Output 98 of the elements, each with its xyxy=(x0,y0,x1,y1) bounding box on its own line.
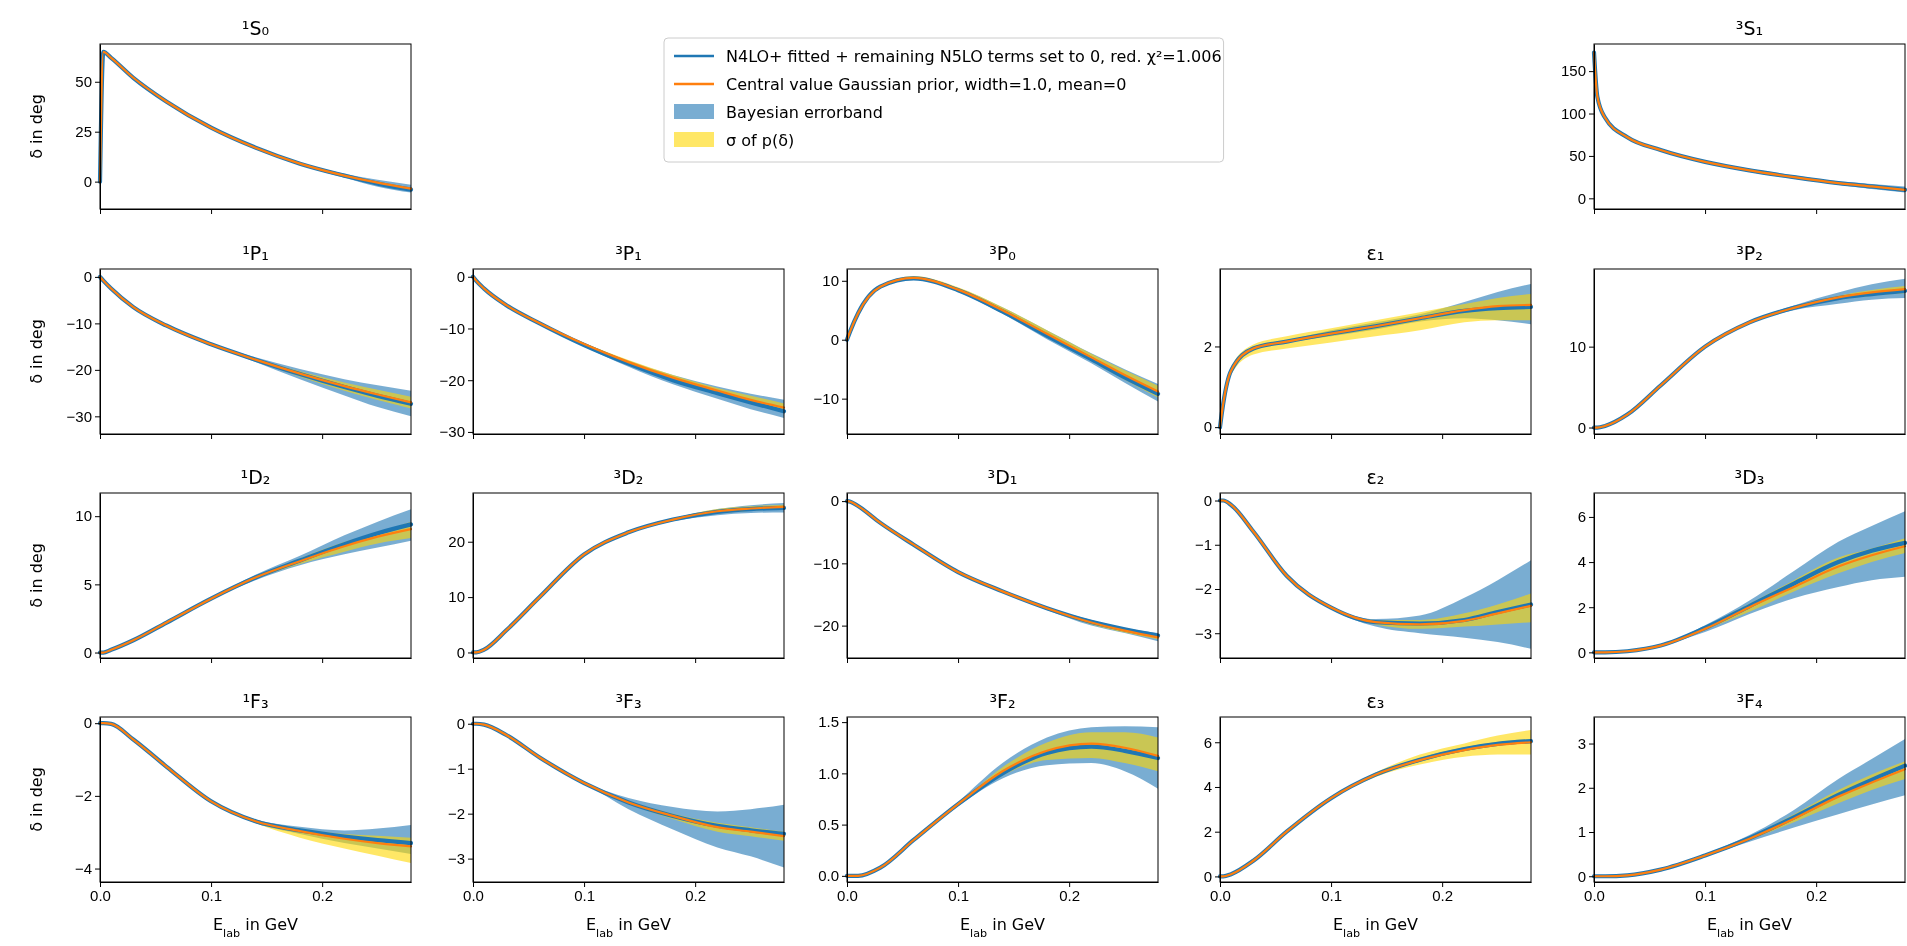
y-tick-label: 10 xyxy=(822,272,839,290)
y-tick-label: −2 xyxy=(1194,580,1212,598)
chart-title: ε₂ xyxy=(1366,466,1385,488)
y-tick-label: 6 xyxy=(1203,733,1212,751)
y-tick-label: 0 xyxy=(456,268,465,286)
y-tick-label: −3 xyxy=(447,849,465,867)
y-tick-label: −30 xyxy=(66,407,92,425)
y-tick-label: −20 xyxy=(66,361,92,379)
y-tick-label: 0 xyxy=(83,714,92,732)
y-tick-label: 50 xyxy=(1569,147,1586,165)
y-tick-label: −20 xyxy=(813,616,839,634)
x-tick-label: 0.2 xyxy=(685,886,707,904)
x-tick-label: 0.1 xyxy=(1695,886,1716,904)
y-tick-label: 100 xyxy=(1560,104,1586,122)
text: σ of p(δ) xyxy=(726,131,795,150)
y-tick-label: −20 xyxy=(439,371,465,389)
y-tick-label: 0 xyxy=(83,268,92,286)
x-axis-title: E$_{lab}$ in GeV xyxy=(1706,915,1793,940)
chart-title: ¹F₃ xyxy=(242,690,269,712)
chart-title: ³F₂ xyxy=(989,690,1016,712)
y-tick-label: 150 xyxy=(1560,62,1586,80)
y-tick-label: 10 xyxy=(75,507,92,525)
y-tick-label: 0 xyxy=(1203,418,1212,436)
x-tick-label: 0.1 xyxy=(574,886,595,904)
y-tick-label: 0 xyxy=(83,643,92,661)
y-tick-label: 10 xyxy=(448,588,465,606)
x-axis-title: E$_{lab}$ in GeV xyxy=(212,915,299,940)
y-tick-label: 6 xyxy=(1577,508,1586,526)
y-tick-label: 1 xyxy=(1577,823,1586,841)
x-tick-label: 0.1 xyxy=(1321,886,1342,904)
y-tick-label: 0 xyxy=(1577,643,1586,661)
y-tick-label: 0 xyxy=(830,331,839,349)
y-tick-label: 0 xyxy=(83,172,92,190)
y-tick-label: 0 xyxy=(1577,867,1586,885)
y-tick-label: 0 xyxy=(1203,491,1212,509)
y-tick-label: 20 xyxy=(448,533,465,551)
x-tick-label: 0.2 xyxy=(1806,886,1828,904)
y-axis-title: δ in deg xyxy=(27,543,46,608)
legend-label: Central value Gaussian prior, width=1.0, mean=0 xyxy=(726,75,1127,94)
x-axis-title: E$_{lab}$ in GeV xyxy=(585,915,672,940)
y-tick-label: −2 xyxy=(74,787,92,805)
y-tick-label: −4 xyxy=(74,859,92,877)
y-tick-label: −10 xyxy=(66,314,92,332)
x-tick-label: 0.2 xyxy=(1432,886,1454,904)
y-tick-label: 0 xyxy=(1577,189,1586,207)
y-tick-label: 25 xyxy=(75,122,92,140)
legend-label: N4LO+ fitted + remaining N5LO terms set to 0, red. χ²=1.006 xyxy=(726,47,1222,66)
chart-title: ³P₁ xyxy=(615,242,642,264)
chart-title: ³D₁ xyxy=(987,466,1018,488)
x-tick-label: 0.2 xyxy=(1059,886,1081,904)
y-tick-label: 2 xyxy=(1577,598,1586,616)
y-axis-title: δ in deg xyxy=(27,767,46,832)
chart-title: ¹P₁ xyxy=(242,242,269,264)
y-axis-title: δ in deg xyxy=(27,319,46,384)
y-tick-label: 1.5 xyxy=(818,713,839,731)
y-tick-label: 5 xyxy=(83,575,92,593)
y-tick-label: −1 xyxy=(447,760,465,777)
chart-title: ³F₄ xyxy=(1736,690,1763,712)
y-tick-label: 2 xyxy=(1203,337,1212,355)
y-tick-label: −3 xyxy=(1194,624,1212,642)
x-axis-title: E$_{lab}$ in GeV xyxy=(959,915,1046,940)
y-tick-label: −10 xyxy=(439,319,465,337)
y-tick-label: 0.5 xyxy=(818,815,839,833)
y-tick-label: 0 xyxy=(830,492,839,510)
chart-title: ¹D₂ xyxy=(240,466,271,488)
chart-title: ¹S₀ xyxy=(241,17,270,39)
y-tick-label: −10 xyxy=(813,554,839,572)
chart-title: ³P₂ xyxy=(1736,242,1763,264)
y-tick-label: 4 xyxy=(1203,778,1212,796)
chart-title: ³P₀ xyxy=(989,242,1016,264)
chart-title: ³D₃ xyxy=(1734,466,1765,488)
y-tick-label: 3 xyxy=(1577,734,1586,752)
y-tick-label: 50 xyxy=(75,73,92,91)
y-tick-label: 0 xyxy=(1203,867,1212,885)
y-tick-label: −1 xyxy=(1194,536,1212,554)
chart-title: ³D₂ xyxy=(613,466,644,488)
y-tick-label: −2 xyxy=(447,804,465,822)
x-tick-label: 0.1 xyxy=(201,886,222,904)
y-tick-label: 2 xyxy=(1577,779,1586,797)
chart-title: ε₃ xyxy=(1366,690,1385,712)
text: Bayesian errorband xyxy=(726,103,883,122)
y-tick-label: 10 xyxy=(1569,337,1586,355)
x-axis-title: E$_{lab}$ in GeV xyxy=(1332,915,1419,940)
chart-title: ³F₃ xyxy=(615,690,642,712)
chart-title: ε₁ xyxy=(1366,242,1385,264)
y-tick-label: 2 xyxy=(1203,823,1212,840)
y-tick-label: 1.0 xyxy=(818,764,839,782)
y-tick-label: 4 xyxy=(1577,553,1586,571)
y-tick-label: −30 xyxy=(439,423,465,441)
y-tick-label: 0 xyxy=(456,715,465,733)
x-tick-label: 0.1 xyxy=(948,886,969,904)
y-tick-label: −10 xyxy=(813,389,839,407)
y-axis-title: δ in deg xyxy=(27,94,46,159)
chart-title: ³S₁ xyxy=(1735,17,1764,39)
x-tick-label: 0.2 xyxy=(312,886,334,904)
y-tick-label: 0 xyxy=(456,643,465,661)
y-tick-label: 0 xyxy=(1577,418,1586,436)
y-tick-label: 0.0 xyxy=(818,867,839,885)
